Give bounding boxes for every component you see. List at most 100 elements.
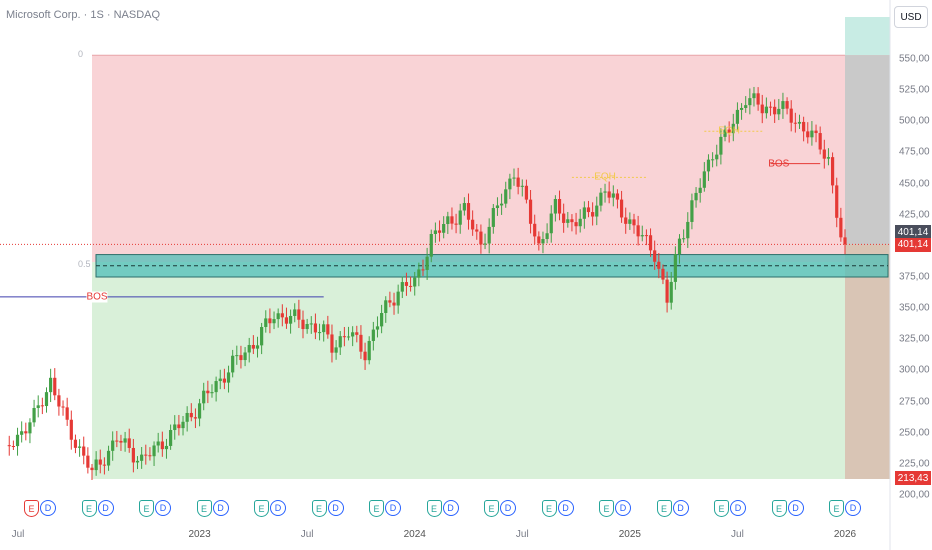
candle-body: [483, 243, 487, 245]
earnings-icon[interactable]: E: [81, 500, 97, 517]
candle-body: [541, 239, 545, 244]
earnings-icon[interactable]: E: [714, 500, 729, 517]
price-tick-label: 325,00: [899, 333, 930, 345]
candle-body: [591, 212, 595, 217]
earnings-icon[interactable]: E: [196, 500, 212, 517]
candle-body: [197, 403, 202, 419]
earnings-icon[interactable]: E: [311, 500, 327, 517]
dividend-icon[interactable]: D: [327, 500, 344, 516]
eqh-label: EQH: [718, 125, 740, 137]
candle-body: [226, 372, 231, 383]
dividend-icon[interactable]: D: [155, 500, 171, 516]
earnings-icon[interactable]: E: [24, 500, 39, 517]
candle-body: [330, 334, 334, 353]
candle-body: [32, 407, 36, 423]
price-tag: 401,14: [895, 225, 931, 240]
candle-body: [367, 340, 371, 361]
price-tick-label: 500,00: [899, 115, 930, 127]
price-tick-label: 475,00: [899, 146, 930, 158]
candle-body: [690, 200, 694, 222]
dividend-icon[interactable]: D: [672, 500, 689, 516]
candle-body: [487, 226, 491, 244]
candle-body: [111, 440, 115, 451]
bos-label: BOS: [86, 291, 108, 303]
candle-body: [106, 450, 111, 466]
dividend-icon[interactable]: D: [787, 500, 804, 516]
earnings-icon[interactable]: E: [541, 500, 557, 517]
candle-body: [82, 446, 86, 456]
earnings-icon[interactable]: E: [254, 500, 269, 517]
candle-body: [264, 318, 268, 328]
candle-body: [210, 392, 214, 394]
candle-body: [222, 378, 226, 383]
earnings-icon[interactable]: E: [829, 500, 844, 517]
candle-body: [669, 281, 673, 303]
candle-body: [549, 213, 553, 234]
candle-body: [520, 185, 524, 187]
candle-body: [582, 207, 586, 219]
dividend-icon[interactable]: D: [212, 500, 229, 516]
candle-body: [135, 460, 140, 463]
earnings-icon[interactable]: E: [771, 500, 787, 517]
candle-body: [793, 122, 797, 124]
earnings-icon[interactable]: E: [139, 500, 154, 517]
candle-body: [822, 149, 826, 159]
candle-body: [40, 405, 44, 407]
candle-body: [433, 230, 438, 234]
candle-body: [235, 355, 239, 357]
dividend-icon[interactable]: D: [97, 500, 114, 516]
candle-body: [392, 302, 396, 306]
candle-body: [77, 446, 82, 448]
dividend-icon[interactable]: D: [557, 500, 574, 516]
currency-button[interactable]: USD: [894, 6, 928, 28]
candle-body: [247, 344, 251, 353]
dividend-icon[interactable]: D: [845, 500, 861, 516]
candle-body: [284, 317, 289, 324]
earnings-icon[interactable]: E: [484, 500, 499, 517]
candle-body: [36, 405, 40, 408]
candle-body: [619, 199, 624, 218]
candle-body: [702, 171, 706, 188]
candle-body: [123, 438, 127, 443]
dividend-icon[interactable]: D: [615, 500, 631, 516]
earnings-icon[interactable]: E: [599, 500, 614, 517]
price-tick-label: 225,00: [899, 458, 930, 470]
candle-body: [611, 193, 615, 198]
candle-body: [475, 229, 479, 232]
dividend-icon[interactable]: D: [500, 500, 516, 516]
candle-body: [73, 439, 78, 448]
dividend-icon[interactable]: D: [730, 500, 746, 516]
candle-body: [466, 203, 471, 220]
earnings-icon[interactable]: E: [369, 500, 384, 517]
dividend-icon[interactable]: D: [385, 500, 401, 516]
dividend-icon[interactable]: D: [442, 500, 459, 516]
dividend-icon[interactable]: D: [270, 500, 286, 516]
time-tick-label: Jul: [515, 529, 529, 540]
candle-body: [351, 332, 355, 337]
earnings-icon[interactable]: E: [426, 500, 442, 517]
candle-body: [305, 324, 309, 330]
candle-body: [661, 268, 665, 280]
candle-body: [599, 192, 603, 206]
candle-body: [524, 185, 529, 200]
candle-body: [607, 191, 611, 198]
earnings-icon[interactable]: E: [656, 500, 672, 517]
dividend-icon[interactable]: D: [40, 500, 56, 516]
candle-body: [797, 121, 802, 124]
